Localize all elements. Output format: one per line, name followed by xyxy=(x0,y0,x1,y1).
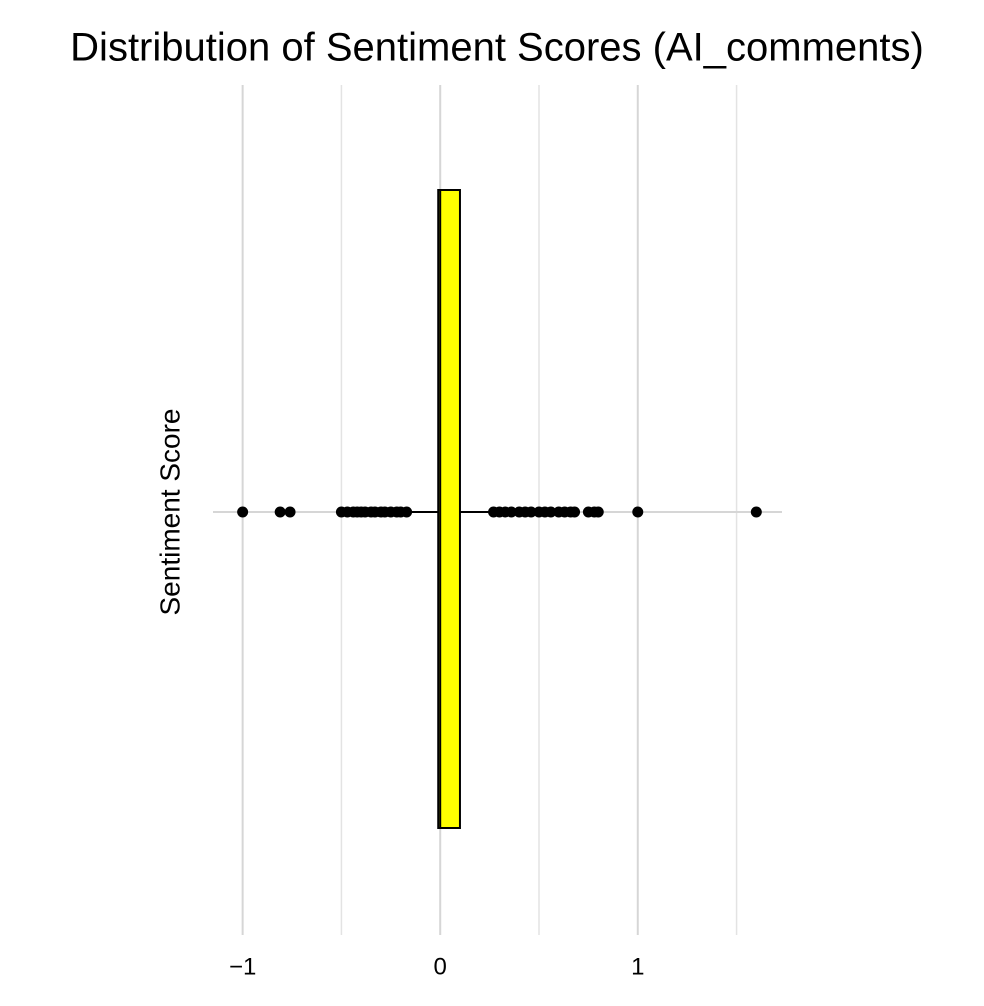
outlier xyxy=(237,506,249,518)
x-tick-label: 0 xyxy=(434,953,447,980)
outlier xyxy=(592,506,604,518)
outlier xyxy=(274,506,286,518)
outlier xyxy=(545,506,557,518)
outlier xyxy=(284,506,296,518)
outlier xyxy=(505,506,517,518)
x-tick-label: −1 xyxy=(229,953,256,980)
outlier xyxy=(525,506,537,518)
box xyxy=(437,189,461,829)
x-tick-label: 1 xyxy=(631,953,644,980)
outlier xyxy=(750,506,762,518)
outlier xyxy=(401,506,413,518)
y-axis-label: Sentiment Score xyxy=(154,409,185,616)
outlier xyxy=(569,506,581,518)
chart-title: Distribution of Sentiment Scores (AI_com… xyxy=(70,26,924,70)
outlier xyxy=(632,506,644,518)
